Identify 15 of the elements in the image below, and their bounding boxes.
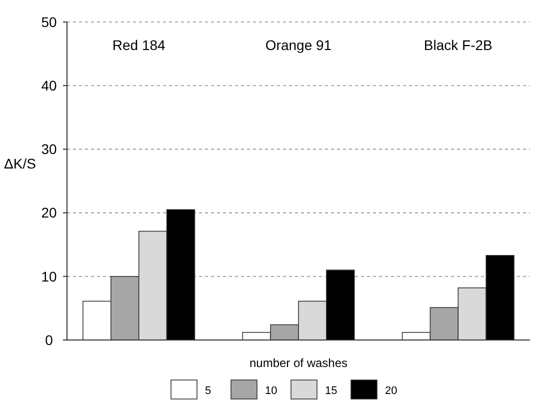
legend-label: 10 [265, 384, 278, 397]
y-tick-label: 50 [41, 14, 57, 30]
y-axis-title: ΔK/S [4, 155, 36, 172]
x-tick-label: Red 184 [112, 37, 166, 53]
x-axis-title: number of washes [249, 356, 348, 370]
x-tick-label: Orange 91 [265, 37, 332, 53]
legend-label: 5 [205, 384, 212, 397]
y-tick-label: 0 [45, 332, 54, 348]
legend-label: 20 [385, 384, 398, 397]
y-tick-label: 40 [41, 78, 57, 94]
y-tick-label: 10 [41, 268, 57, 284]
y-tick-label: 30 [41, 141, 57, 158]
y-tick-label: 20 [41, 204, 57, 221]
x-tick-label: Black F-2B [424, 37, 492, 53]
legend-label: 15 [325, 384, 338, 397]
